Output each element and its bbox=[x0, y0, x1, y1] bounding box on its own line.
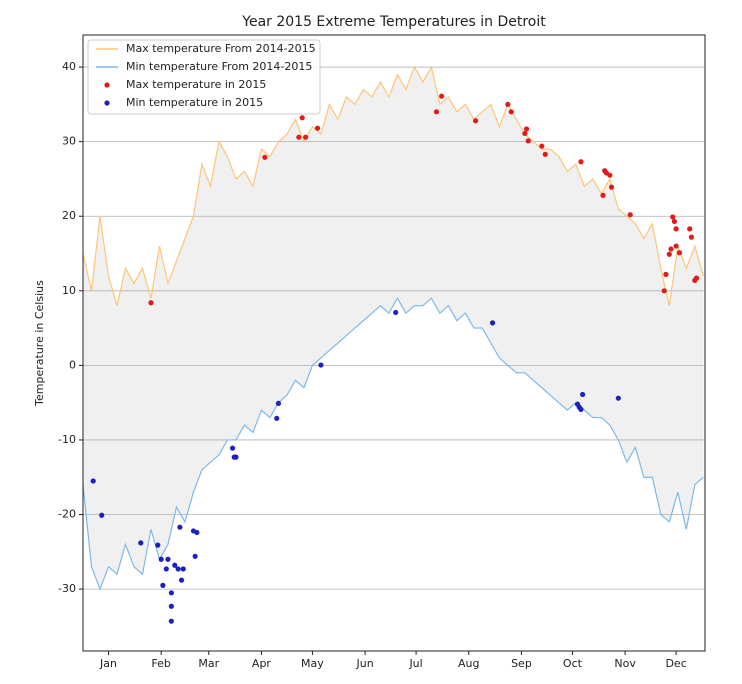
point bbox=[175, 566, 181, 572]
point bbox=[296, 134, 302, 140]
x-tick-label: Aug bbox=[458, 657, 479, 670]
line bbox=[82, 65, 704, 306]
legend-label: Max temperature From 2014-2015 bbox=[126, 42, 316, 55]
point bbox=[194, 529, 200, 536]
line bbox=[82, 297, 704, 591]
point bbox=[668, 246, 674, 252]
point bbox=[670, 214, 676, 220]
point bbox=[180, 566, 186, 572]
point bbox=[525, 138, 531, 144]
point bbox=[505, 101, 511, 107]
point bbox=[303, 134, 309, 140]
point bbox=[472, 118, 479, 124]
point bbox=[607, 172, 613, 178]
legend-swatch bbox=[104, 82, 110, 88]
y-tick-label: 40 bbox=[62, 60, 76, 73]
legend-box bbox=[87, 39, 321, 115]
point bbox=[578, 406, 584, 412]
point bbox=[522, 130, 528, 137]
point bbox=[661, 288, 667, 294]
point bbox=[138, 540, 144, 546]
point bbox=[229, 445, 236, 451]
point bbox=[578, 159, 584, 165]
x-tick-label: May bbox=[301, 657, 324, 670]
point bbox=[299, 115, 305, 121]
legend-label: Min temperature in 2015 bbox=[126, 96, 263, 109]
y-tick-label: -10 bbox=[58, 433, 76, 446]
point bbox=[542, 151, 548, 157]
y-axis-label: Temperature in Celsius bbox=[33, 280, 46, 407]
point bbox=[168, 590, 174, 596]
y-tick-label: -30 bbox=[58, 582, 76, 595]
x-tick-label: Sep bbox=[511, 657, 532, 670]
point bbox=[172, 562, 178, 568]
x-tick-label: Oct bbox=[563, 657, 583, 670]
point bbox=[155, 542, 161, 548]
x-tick-label: Dec bbox=[665, 657, 686, 670]
x-tick-label: Feb bbox=[151, 657, 170, 670]
y-tick-label: 10 bbox=[62, 284, 76, 297]
point bbox=[438, 93, 445, 99]
point bbox=[314, 125, 321, 131]
point bbox=[627, 212, 633, 218]
point bbox=[615, 395, 621, 401]
range-fill bbox=[83, 67, 704, 590]
point bbox=[275, 400, 282, 407]
point bbox=[178, 577, 185, 583]
point bbox=[192, 553, 198, 559]
point bbox=[608, 184, 615, 190]
x-tick-label: Jan bbox=[99, 657, 117, 670]
point bbox=[318, 362, 324, 368]
point bbox=[663, 271, 669, 277]
point bbox=[688, 234, 695, 240]
point bbox=[177, 524, 183, 530]
point bbox=[687, 226, 693, 232]
point bbox=[148, 300, 154, 306]
point bbox=[580, 391, 586, 398]
point bbox=[600, 192, 606, 198]
point bbox=[165, 556, 171, 562]
x-tick-label: Mar bbox=[198, 657, 219, 670]
point bbox=[233, 454, 239, 460]
point bbox=[433, 109, 440, 115]
point bbox=[393, 309, 399, 316]
point bbox=[90, 478, 96, 484]
point bbox=[489, 320, 496, 326]
point bbox=[539, 143, 545, 149]
x-tick-label: Nov bbox=[614, 657, 636, 670]
y-tick-label: 0 bbox=[69, 358, 76, 371]
x-tick-label: Jul bbox=[408, 657, 422, 670]
point bbox=[168, 603, 174, 609]
point bbox=[671, 218, 678, 225]
x-tick-label: Jun bbox=[356, 657, 374, 670]
point bbox=[160, 582, 166, 588]
point bbox=[158, 556, 164, 562]
legend-label: Min temperature From 2014-2015 bbox=[126, 60, 312, 73]
point bbox=[523, 126, 530, 132]
y-tick-label: 30 bbox=[62, 135, 76, 148]
point bbox=[693, 275, 700, 281]
point bbox=[666, 251, 672, 257]
point bbox=[274, 415, 280, 421]
point bbox=[168, 618, 174, 624]
x-tick-label: Apr bbox=[252, 657, 272, 670]
y-tick-label: -20 bbox=[58, 508, 76, 521]
point bbox=[99, 512, 105, 518]
plot-frame bbox=[82, 34, 706, 652]
point bbox=[676, 250, 683, 256]
legend-label: Max temperature in 2015 bbox=[126, 78, 266, 91]
legend-swatch bbox=[104, 100, 110, 106]
point bbox=[262, 154, 268, 160]
point bbox=[673, 226, 679, 232]
point bbox=[673, 243, 679, 249]
y-tick-label: 20 bbox=[62, 209, 76, 222]
point bbox=[163, 566, 169, 572]
point bbox=[508, 109, 514, 115]
chart-title: Year 2015 Extreme Temperatures in Detroi… bbox=[241, 14, 546, 30]
